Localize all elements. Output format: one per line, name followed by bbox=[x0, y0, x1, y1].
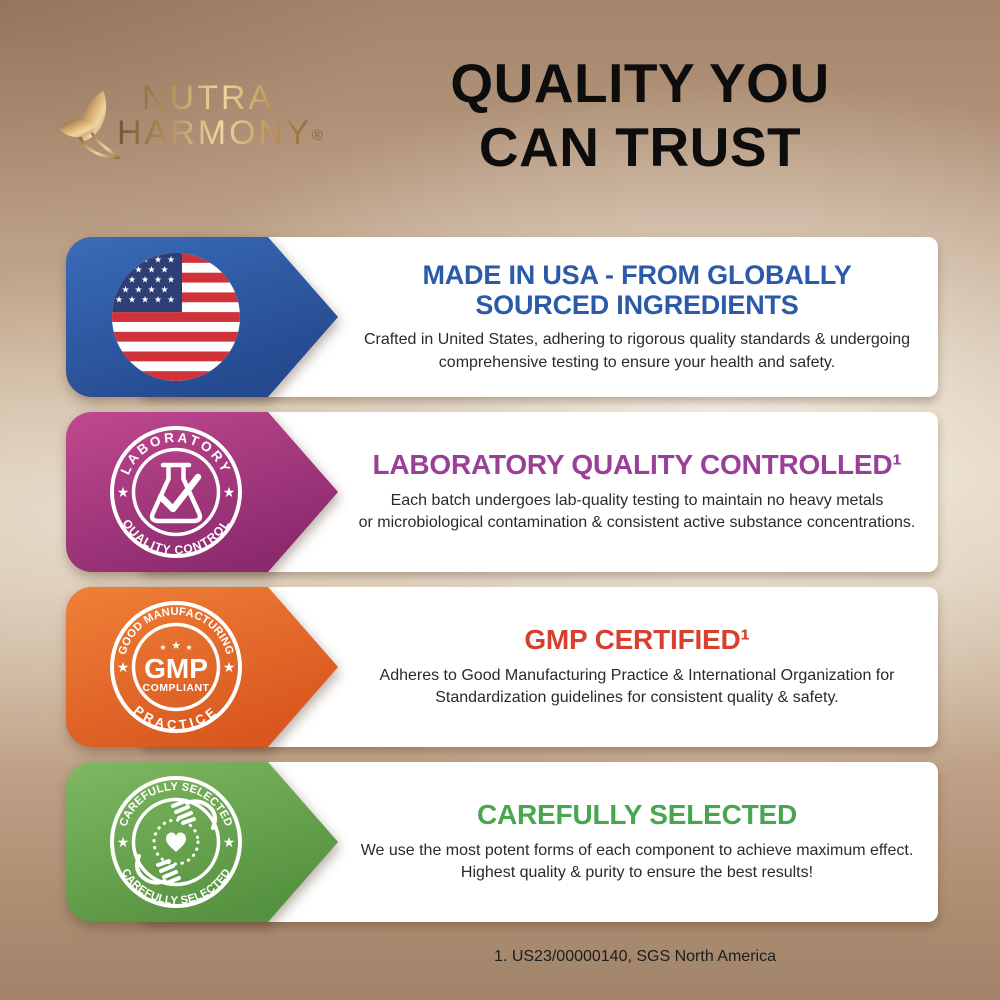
brand-logo: NUTRA HARMONY® bbox=[55, 75, 365, 180]
flag-star-icon: ★ bbox=[128, 276, 136, 286]
brand-name-line2: HARMONY® bbox=[117, 113, 323, 152]
flag-star-icon: ★ bbox=[147, 266, 155, 276]
gmp-center-text: GMP bbox=[144, 653, 208, 684]
flag-star-icon: ★ bbox=[154, 276, 162, 286]
banner-description: Crafted in United States, adhering to ri… bbox=[363, 331, 911, 371]
lab-quality-badge: LABORATORY QUALITY CONTROL ★ ★ bbox=[66, 412, 338, 572]
star-icon: ★ bbox=[223, 660, 236, 676]
brand-name-line1: NUTRA bbox=[117, 81, 323, 116]
star-icon: ★ bbox=[223, 835, 236, 851]
flag-star-icon: ★ bbox=[154, 296, 162, 306]
flag-star-icon: ★ bbox=[134, 286, 142, 296]
flag-star-icon: ★ bbox=[121, 286, 129, 296]
carefully-selected-badge: CAREFULLY SELECTED CAREFULLY SELECTED ★ … bbox=[66, 762, 338, 922]
usa-flag-icon: ★★★★★★★★★★★★★★★★★★★★★★★ bbox=[112, 253, 240, 381]
banner-description: Adheres to Good Manufacturing Practice &… bbox=[379, 666, 895, 707]
banner-description: Each batch undergoes lab-quality testing… bbox=[358, 491, 916, 532]
flag-star-icon: ★ bbox=[167, 296, 175, 306]
flag-star-icon: ★ bbox=[141, 296, 149, 306]
arrow-tag-shape bbox=[66, 587, 338, 747]
dotted-circle bbox=[152, 818, 200, 866]
star-icon: ★ bbox=[171, 639, 181, 652]
star-icon: ★ bbox=[117, 835, 130, 851]
flag-star-icon: ★ bbox=[115, 296, 123, 306]
banner-made-in-usa: ★★★★★★★★★★★★★★★★★★★★★★★ MADE IN USA - FR… bbox=[0, 237, 1000, 397]
arrow-tag-shape bbox=[66, 762, 338, 922]
flask-check-icon bbox=[149, 462, 203, 524]
flag-star-icon: ★ bbox=[167, 276, 175, 286]
footnote: 1. US23/00000140, SGS North America bbox=[494, 948, 776, 965]
registered-trademark: ® bbox=[311, 126, 323, 144]
flag-star-icon: ★ bbox=[160, 266, 168, 276]
banner-content: CAREFULLY SELECTED We use the most poten… bbox=[352, 762, 922, 922]
gmp-compliant-text: COMPLIANT bbox=[143, 682, 210, 694]
banner-heading: LABORATORY QUALITY CONTROLLED¹ bbox=[372, 449, 902, 481]
banner-heading: MADE IN USA - FROM GLOBALLY SOURCED INGR… bbox=[422, 259, 852, 321]
gmp-badge: GOOD MANUFACTURING PRACTICE ★ ★ ★ ★ ★ GM… bbox=[66, 587, 338, 747]
banner-gmp-certified: GOOD MANUFACTURING PRACTICE ★ ★ ★ ★ ★ GM… bbox=[0, 587, 1000, 747]
gmp-seal-icon: GOOD MANUFACTURING PRACTICE ★ ★ ★ ★ ★ GM… bbox=[110, 601, 242, 733]
banner-description: We use the most potent forms of each com… bbox=[360, 841, 914, 882]
banner-content: GMP CERTIFIED¹ Adheres to Good Manufactu… bbox=[352, 587, 922, 747]
banner-lab-quality: LABORATORY QUALITY CONTROL ★ ★ LABORATOR… bbox=[0, 412, 1000, 572]
star-icon: ★ bbox=[117, 660, 130, 676]
star-icon: ★ bbox=[117, 485, 130, 501]
flag-star-icon: ★ bbox=[154, 256, 162, 266]
banner-heading: CAREFULLY SELECTED bbox=[477, 799, 797, 831]
star-icon: ★ bbox=[159, 643, 166, 652]
banner-content: LABORATORY QUALITY CONTROLLED¹ Each batc… bbox=[352, 412, 922, 572]
banner-heading: GMP CERTIFIED¹ bbox=[524, 624, 750, 656]
flag-star-icon: ★ bbox=[141, 276, 149, 286]
flag-star-icon: ★ bbox=[134, 266, 142, 276]
arrow-tag-shape bbox=[66, 412, 338, 572]
flag-star-icon: ★ bbox=[160, 286, 168, 296]
flag-star-icon: ★ bbox=[147, 286, 155, 296]
usa-flag-badge: ★★★★★★★★★★★★★★★★★★★★★★★ bbox=[66, 237, 338, 397]
flag-star-icon: ★ bbox=[128, 296, 136, 306]
banner-content: MADE IN USA - FROM GLOBALLY SOURCED INGR… bbox=[352, 237, 922, 397]
hand-icon bbox=[171, 799, 217, 830]
star-icon: ★ bbox=[223, 485, 236, 501]
brand-name: NUTRA HARMONY® bbox=[117, 81, 323, 150]
page-title: QUALITY YOU CAN TRUST bbox=[450, 52, 830, 178]
banner-carefully-selected: CAREFULLY SELECTED CAREFULLY SELECTED ★ … bbox=[0, 762, 1000, 922]
heart-icon bbox=[166, 832, 186, 852]
leaf-icon bbox=[58, 90, 120, 160]
flag-star-icon: ★ bbox=[167, 256, 175, 266]
star-icon: ★ bbox=[185, 643, 192, 652]
